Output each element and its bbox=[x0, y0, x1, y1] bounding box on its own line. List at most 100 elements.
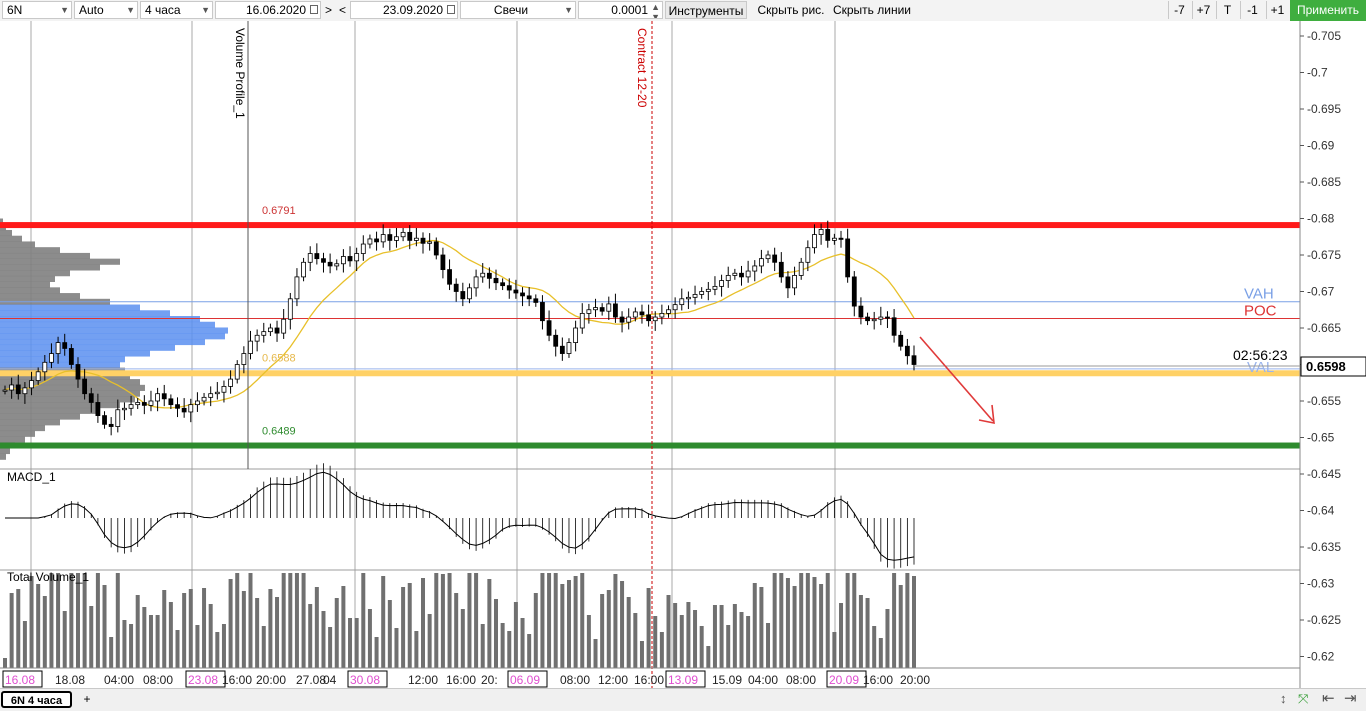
candle-body bbox=[480, 272, 486, 278]
profile-bar bbox=[0, 436, 25, 443]
stepper-up-icon[interactable]: ▲ bbox=[651, 2, 660, 12]
hide-drawings-button[interactable]: Скрыть рис. bbox=[757, 3, 825, 17]
fit-screen-icon[interactable]: ⤧ bbox=[1298, 691, 1309, 706]
chevron-down-icon: ▼ bbox=[564, 5, 573, 15]
price-tick-label: -0.68 bbox=[1307, 212, 1335, 226]
volume-bar bbox=[560, 584, 565, 668]
scroll-left-icon[interactable]: ⇤ bbox=[1322, 690, 1335, 707]
volume-bar bbox=[175, 630, 180, 668]
candle-body bbox=[559, 345, 565, 354]
date-to-field[interactable]: 23.09.2020 bbox=[350, 1, 458, 19]
symbol-select[interactable]: 6N ▼ bbox=[2, 1, 72, 19]
nav-next-button[interactable]: > bbox=[324, 3, 332, 17]
volume-bar bbox=[520, 618, 525, 668]
profile-bar bbox=[0, 430, 35, 437]
plus1-button[interactable]: +1 bbox=[1266, 1, 1288, 19]
volume-bar bbox=[328, 627, 333, 668]
level-band bbox=[0, 370, 1300, 377]
price-axis-area[interactable] bbox=[1300, 21, 1366, 668]
candle-body bbox=[885, 316, 890, 319]
volume-bar bbox=[905, 573, 910, 668]
stepper-down-icon[interactable]: ▼ bbox=[651, 12, 660, 19]
candle-body bbox=[62, 342, 68, 349]
candle-body bbox=[752, 265, 758, 272]
toolbar: 6N ▼ Auto ▼ 4 часа ▼ 16.06.2020 > < 23.09.2… bbox=[0, 0, 1366, 22]
candle-body bbox=[898, 334, 904, 347]
volume-bar bbox=[268, 589, 273, 668]
candle-body bbox=[115, 409, 121, 427]
volume-bar bbox=[195, 625, 200, 668]
volume-bar bbox=[29, 576, 34, 668]
volume-bar bbox=[812, 577, 817, 668]
volume-bar bbox=[507, 631, 512, 668]
profile-bar bbox=[0, 338, 205, 346]
volume-bar bbox=[374, 637, 379, 668]
tools-button[interactable]: Инструменты bbox=[665, 1, 747, 19]
plus7-button[interactable]: +7 bbox=[1192, 1, 1214, 19]
volume-bar bbox=[805, 573, 810, 668]
volume-bar bbox=[62, 611, 67, 668]
volume-bar bbox=[792, 586, 797, 668]
candle-body bbox=[845, 238, 851, 278]
candle-body bbox=[540, 302, 545, 322]
volume-bar bbox=[69, 573, 74, 668]
volume-bar bbox=[865, 598, 870, 668]
hide-lines-button[interactable]: Скрыть линии bbox=[832, 3, 912, 17]
candle-body bbox=[433, 241, 439, 256]
volume-bar bbox=[440, 574, 445, 668]
volume-bar bbox=[858, 595, 863, 668]
scale-select[interactable]: Auto ▼ bbox=[74, 1, 138, 19]
profile-bar bbox=[0, 229, 12, 237]
volume-bars bbox=[3, 573, 916, 668]
volume-bar bbox=[620, 581, 625, 668]
candle-body bbox=[646, 314, 651, 322]
date-to-value: 23.09.2020 bbox=[382, 3, 443, 17]
price-tick-label: -0.63 bbox=[1307, 577, 1335, 591]
candle-body bbox=[666, 309, 671, 314]
highlight-date-box bbox=[826, 670, 867, 688]
price-chart[interactable]: Volume Profile_1 Contract 12-20 16.08 18.0… bbox=[0, 21, 1366, 688]
level-label-mid: 0.6588 bbox=[262, 352, 296, 364]
volume-bar bbox=[275, 597, 280, 668]
minus7-button[interactable]: -7 bbox=[1168, 1, 1190, 19]
candle-body bbox=[891, 317, 897, 336]
volume-bar bbox=[885, 609, 890, 668]
volume-bar bbox=[639, 641, 644, 668]
candle-body bbox=[818, 229, 824, 235]
apply-button[interactable]: Применить bbox=[1290, 0, 1366, 21]
candle-body bbox=[181, 407, 187, 413]
calendar-icon bbox=[310, 5, 318, 14]
scroll-right-icon[interactable]: ⇥ bbox=[1344, 690, 1357, 707]
price-tick-label: -0.7 bbox=[1307, 66, 1328, 80]
price-tick-label: -0.675 bbox=[1307, 248, 1341, 262]
candle-body bbox=[692, 294, 698, 298]
candle-body bbox=[732, 272, 738, 276]
volume-bar bbox=[540, 573, 545, 668]
chart-tab[interactable]: 6N 4 часа bbox=[1, 691, 72, 708]
chart-style-select[interactable]: Свечи ▼ bbox=[460, 1, 576, 19]
volume-bar bbox=[799, 573, 804, 668]
nav-prev-button[interactable]: < bbox=[338, 3, 346, 17]
tick-size-stepper[interactable]: 0.0001 ▲ ▼ bbox=[578, 1, 663, 19]
date-from-field[interactable]: 16.06.2020 bbox=[215, 1, 321, 19]
minus1-button[interactable]: -1 bbox=[1240, 1, 1264, 19]
volume-bar bbox=[666, 595, 671, 668]
level-label-resistance: 0.6791 bbox=[262, 205, 296, 217]
candle-body bbox=[128, 404, 134, 409]
tick-size-value: 0.0001 bbox=[611, 3, 648, 17]
candle-body bbox=[68, 348, 74, 365]
volume-bar bbox=[308, 604, 313, 668]
volume-bar bbox=[16, 589, 21, 668]
time-tick-label: 04:00 bbox=[748, 673, 778, 687]
candle-body bbox=[904, 345, 910, 357]
candle-body bbox=[812, 234, 817, 249]
timeframe-select[interactable]: 4 часа ▼ bbox=[140, 1, 213, 19]
add-tab-button[interactable]: + bbox=[83, 692, 91, 706]
highlight-date-label: 13.09 bbox=[668, 673, 698, 687]
candle-body bbox=[453, 283, 459, 292]
t-button[interactable]: T bbox=[1216, 1, 1238, 19]
candle-body bbox=[148, 400, 154, 406]
resize-vertical-icon[interactable]: ↕ bbox=[1280, 691, 1287, 706]
candle-body bbox=[520, 292, 525, 297]
volume-bar bbox=[706, 646, 711, 668]
